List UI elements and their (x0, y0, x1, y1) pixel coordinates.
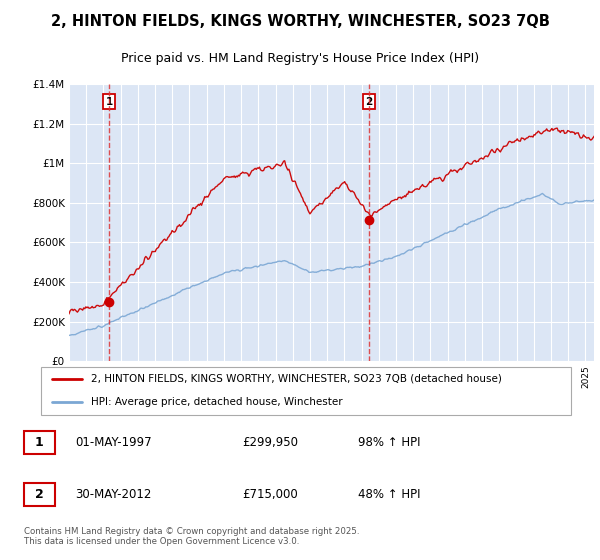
Text: 98% ↑ HPI: 98% ↑ HPI (358, 436, 420, 449)
FancyBboxPatch shape (23, 431, 55, 454)
Text: 2: 2 (35, 488, 44, 501)
Text: £715,000: £715,000 (242, 488, 298, 501)
Text: 1: 1 (35, 436, 44, 449)
FancyBboxPatch shape (23, 483, 55, 506)
Text: 2: 2 (365, 97, 373, 107)
Text: 2, HINTON FIELDS, KINGS WORTHY, WINCHESTER, SO23 7QB: 2, HINTON FIELDS, KINGS WORTHY, WINCHEST… (50, 13, 550, 29)
Text: Price paid vs. HM Land Registry's House Price Index (HPI): Price paid vs. HM Land Registry's House … (121, 53, 479, 66)
Text: 48% ↑ HPI: 48% ↑ HPI (358, 488, 420, 501)
Text: 01-MAY-1997: 01-MAY-1997 (76, 436, 152, 449)
Text: £299,950: £299,950 (242, 436, 298, 449)
Text: 30-MAY-2012: 30-MAY-2012 (76, 488, 152, 501)
Text: 2, HINTON FIELDS, KINGS WORTHY, WINCHESTER, SO23 7QB (detached house): 2, HINTON FIELDS, KINGS WORTHY, WINCHEST… (91, 374, 502, 384)
Text: HPI: Average price, detached house, Winchester: HPI: Average price, detached house, Winc… (91, 397, 343, 407)
Text: 1: 1 (106, 97, 113, 107)
FancyBboxPatch shape (41, 367, 571, 414)
Text: Contains HM Land Registry data © Crown copyright and database right 2025.
This d: Contains HM Land Registry data © Crown c… (23, 527, 359, 547)
